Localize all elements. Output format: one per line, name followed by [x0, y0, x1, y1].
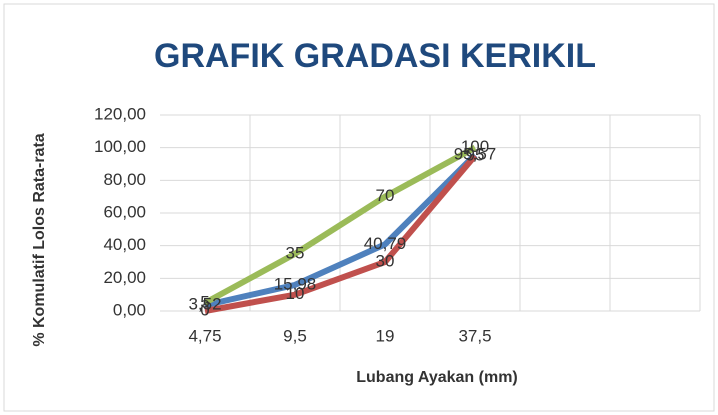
- y-tick-label: 120,00: [94, 104, 146, 123]
- series-line: [203, 145, 477, 306]
- y-tick-label: 20,00: [103, 268, 146, 287]
- data-label: 95,57: [454, 144, 497, 163]
- x-tick-label: 9,5: [283, 326, 307, 345]
- x-tick-label: 19: [376, 326, 395, 345]
- data-label: 70: [376, 186, 395, 205]
- data-label: 5: [200, 292, 209, 311]
- y-tick-label: 60,00: [103, 202, 146, 221]
- data-label: 0: [200, 300, 209, 319]
- chart-title: GRAFIK GRADASI KERIKIL: [154, 37, 596, 75]
- chart-border: [3, 3, 715, 412]
- data-label: 35: [286, 243, 305, 262]
- x-tick-label: 4,75: [188, 326, 221, 345]
- data-label: 100: [461, 137, 489, 156]
- y-tick-label: 80,00: [103, 170, 146, 189]
- data-label: 95: [466, 145, 485, 164]
- y-tick-label: 0,00: [113, 300, 146, 319]
- data-label: 30: [376, 251, 395, 270]
- y-tick-label: 40,00: [103, 235, 146, 254]
- x-tick-label: 37,5: [458, 326, 491, 345]
- data-label: 10: [286, 284, 305, 303]
- data-label: 40,79: [364, 234, 407, 253]
- data-label: 15,98: [274, 274, 317, 293]
- data-label: 3,52: [188, 295, 221, 314]
- y-tick-label: 100,00: [94, 137, 146, 156]
- series-line: [204, 153, 478, 314]
- y-axis-label: % Komulatif Lolos Rata-rata: [31, 133, 48, 346]
- series-line: [204, 152, 478, 309]
- x-axis-label: Lubang Ayakan (mm): [356, 369, 518, 386]
